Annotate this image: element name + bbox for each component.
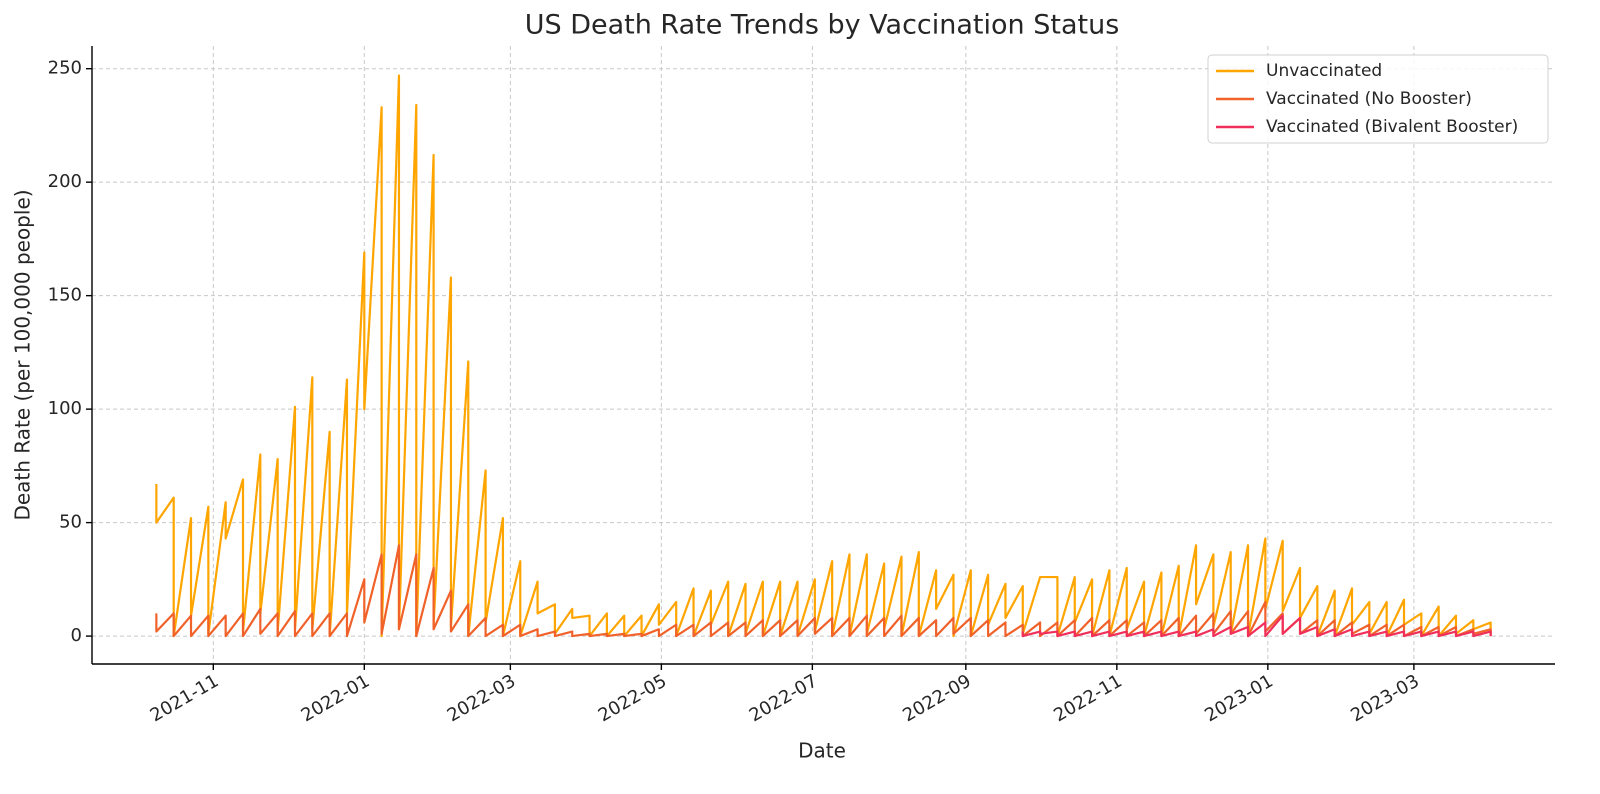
x-tick-label: 2023-01 [1201,670,1277,726]
legend-label: Vaccinated (Bivalent Booster) [1266,117,1518,137]
x-tick-label: 2022-03 [444,670,520,726]
x-axis-label: Date [798,739,846,763]
y-tick-label: 0 [71,625,82,646]
y-tick-label: 150 [48,285,82,306]
legend-box [1207,54,1549,144]
series-line [155,544,1492,638]
x-tick-label: 2022-05 [595,670,671,726]
legend: Unvaccinated Vaccinated (No Booster) Vacci… [1207,54,1549,144]
series-line [1021,614,1492,638]
chart-title: US Death Rate Trends by Vaccination Stat… [525,10,1120,41]
y-tick-label: 100 [48,398,82,419]
y-tick-label: 50 [59,512,82,533]
y-tick-label: 250 [48,58,82,79]
x-tick-label: 2022-07 [746,670,822,726]
legend-label: Vaccinated (No Booster) [1266,89,1472,109]
legend-label: Unvaccinated [1266,61,1382,81]
x-tick-label: 2022-09 [899,670,975,726]
x-tick-label: 2022-01 [298,670,374,726]
y-tick-label: 200 [48,171,82,192]
x-tick-label: 2021-11 [147,670,223,726]
y-axis-label: Death Rate (per 100,000 people) [11,189,35,520]
x-tick-label: 2022-11 [1050,670,1126,726]
series-line [155,74,1492,638]
x-tick-label: 2023-03 [1347,670,1423,726]
